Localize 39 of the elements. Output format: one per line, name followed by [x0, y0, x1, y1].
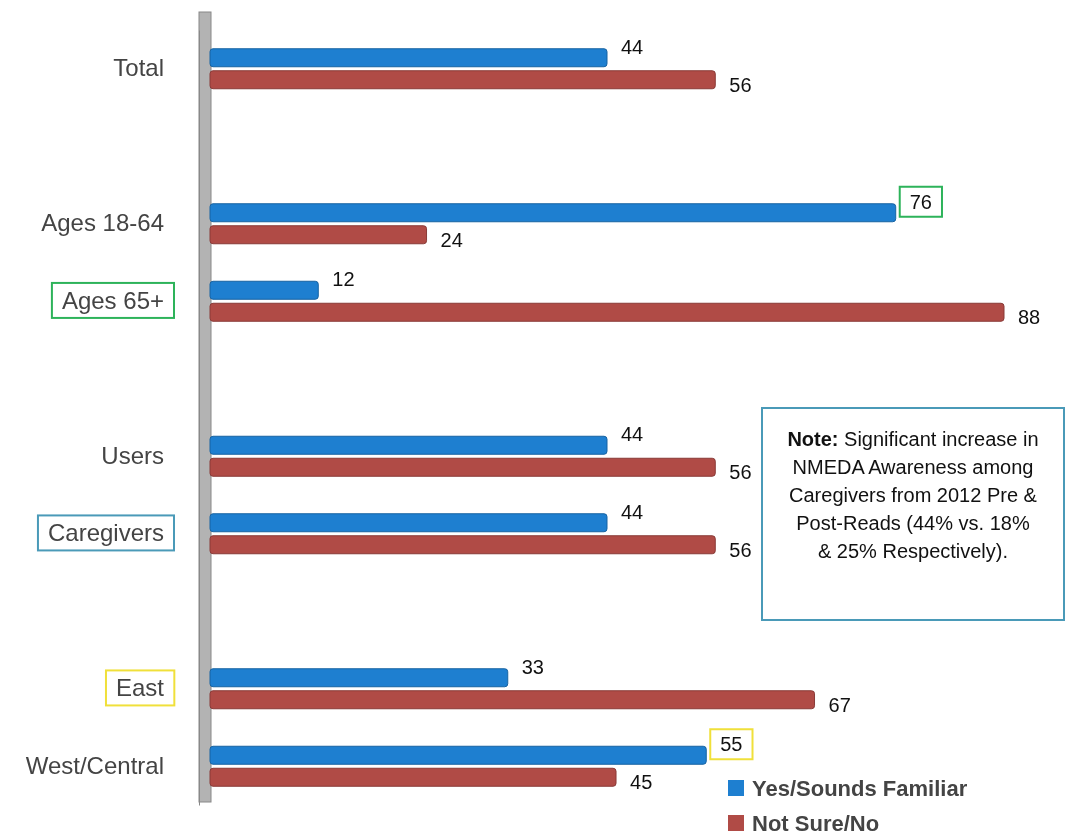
y-tick-label: Total [113, 54, 164, 82]
data-label: 33 [521, 655, 544, 678]
annotation: Note: Significant increase in NMEDA Awareness among Caregivers from 2012 Pre & Post-Reads (44% vs. 18% & 25% Respectively). [787, 428, 1039, 562]
bar [209, 225, 428, 245]
data-label: 44 [621, 423, 644, 446]
bar [209, 767, 617, 787]
bar [209, 690, 816, 710]
bar [209, 535, 716, 555]
bar [209, 745, 707, 765]
y-tick-label: Ages 18-64 [41, 209, 164, 237]
bar [209, 513, 608, 533]
data-label: 24 [440, 228, 463, 251]
data-label: 88 [1018, 306, 1041, 329]
data-label: 12 [332, 268, 355, 291]
y-tick-label: Ages 65+ [61, 286, 164, 314]
data-label: 44 [621, 500, 644, 523]
bar [209, 668, 509, 688]
bar [209, 435, 608, 455]
data-label: 56 [729, 538, 752, 561]
bar [209, 457, 716, 477]
legend-label: Not Sure/No [752, 811, 880, 836]
data-label: 56 [729, 73, 752, 96]
legend-label: Yes/Sounds Familiar [752, 776, 968, 801]
data-label: 76 [909, 190, 932, 213]
data-label: 45 [630, 771, 653, 794]
y-tick-label: Users [101, 441, 164, 469]
bar [209, 203, 897, 223]
y-tick-label: Caregivers [47, 519, 164, 547]
bar [209, 280, 319, 300]
y-tick-label: East [115, 674, 165, 702]
note-box: Note: Significant increase in NMEDA Awareness among Caregivers from 2012 Pre & Post-Reads (44% vs. 18% & 25% Respectively). [761, 407, 1065, 621]
data-label: 56 [729, 461, 752, 484]
data-label: 44 [621, 35, 644, 58]
data-label: 67 [828, 693, 851, 716]
bar [209, 70, 716, 90]
bar [209, 302, 1005, 322]
data-label: 55 [720, 733, 743, 756]
bar [209, 48, 608, 68]
y-tick-label: West/Central [25, 751, 164, 779]
